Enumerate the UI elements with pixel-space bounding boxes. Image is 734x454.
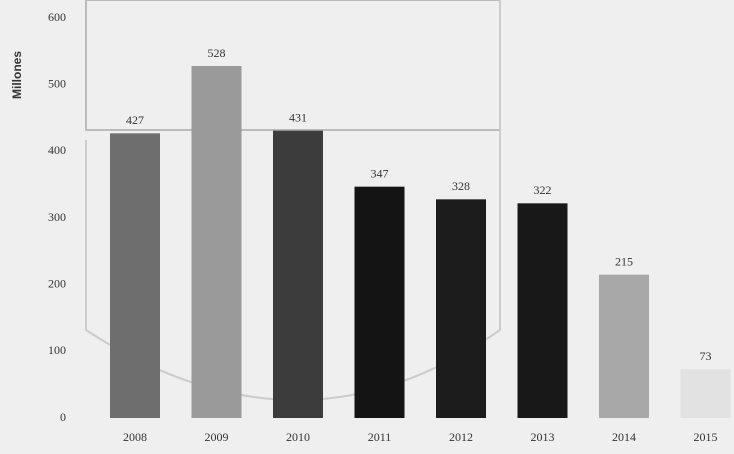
bar	[110, 133, 160, 419]
value-label: 431	[289, 110, 307, 124]
x-tick-label: 2013	[531, 430, 555, 444]
x-tick-label: 2009	[205, 430, 229, 444]
value-label: 322	[534, 183, 552, 197]
y-axis-label: Millones	[10, 51, 24, 99]
x-tick-label: 2011	[368, 430, 392, 444]
value-label: 427	[126, 113, 144, 127]
x-tick-label: 2010	[286, 430, 310, 444]
bar	[191, 66, 242, 418]
value-label: 328	[452, 179, 470, 193]
value-label: 215	[615, 254, 633, 268]
x-tick-label: 2012	[449, 430, 473, 444]
bar	[680, 369, 731, 418]
bar	[273, 130, 323, 418]
value-label: 347	[371, 166, 389, 180]
y-tick-label: 400	[48, 143, 66, 157]
y-tick-label: 100	[48, 343, 66, 357]
bar	[354, 186, 405, 418]
x-tick-label: 2015	[694, 430, 718, 444]
y-tick-label: 500	[48, 76, 66, 90]
y-tick-label: 0	[60, 410, 66, 424]
bar	[517, 203, 568, 418]
y-tick-label: 200	[48, 276, 66, 290]
bar	[436, 199, 486, 418]
x-tick-label: 2008	[123, 430, 147, 444]
y-tick-label: 300	[48, 210, 66, 224]
x-tick-label: 2014	[612, 430, 636, 444]
value-label: 73	[700, 349, 712, 363]
value-label: 528	[208, 46, 226, 60]
y-tick-label: 600	[48, 10, 66, 24]
bar	[599, 274, 649, 418]
